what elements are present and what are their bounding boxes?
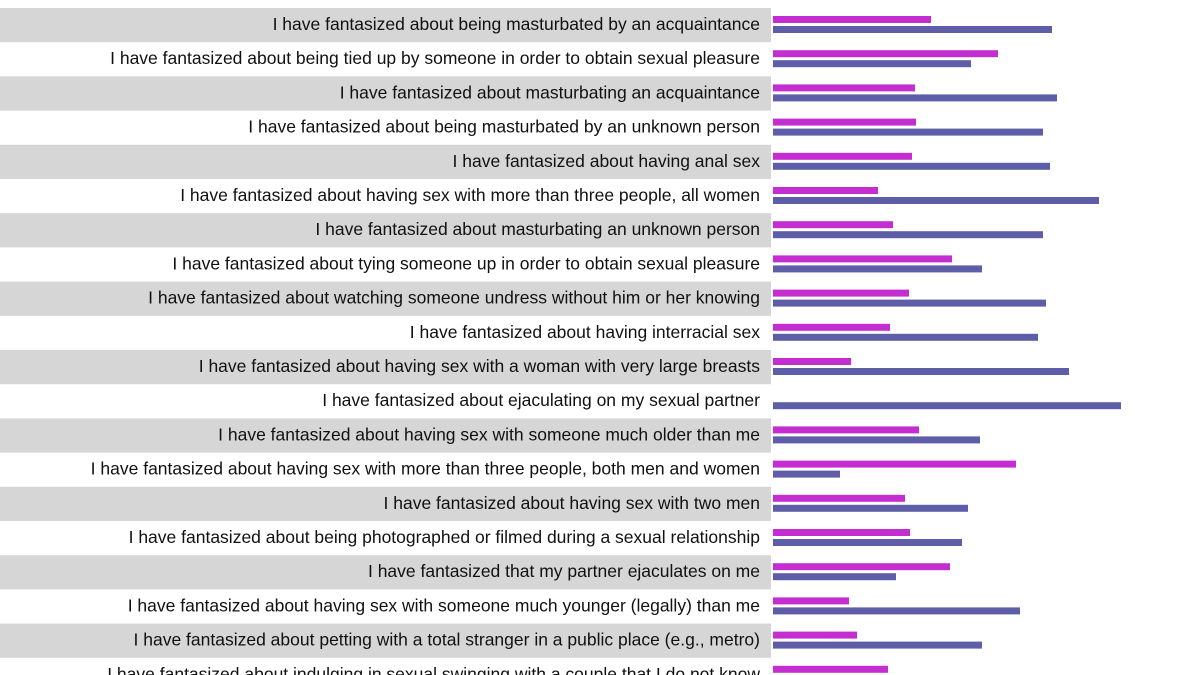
category-label: I have fantasized about having sex with … — [199, 356, 761, 376]
bar-series-a — [773, 460, 1016, 468]
row-band — [0, 213, 771, 248]
bar-series-a — [773, 494, 905, 502]
bar-series-b — [773, 402, 1121, 410]
category-label: I have fantasized about ejaculating on m… — [322, 390, 760, 410]
category-label: I have fantasized about masturbating an … — [315, 219, 760, 239]
bar-series-a — [773, 289, 909, 297]
category-label: I have fantasized about indulging in sex… — [107, 664, 760, 675]
category-label: I have fantasized about having sex with … — [91, 459, 760, 479]
bar-series-b — [773, 162, 1050, 170]
row-band — [0, 144, 771, 179]
row-band — [0, 76, 771, 111]
bar-series-b — [773, 26, 1052, 33]
bar-series-a — [773, 118, 916, 126]
bar-series-a — [773, 358, 851, 365]
category-label: I have fantasized that my partner ejacul… — [368, 561, 760, 581]
row-band — [0, 486, 771, 521]
bar-series-b — [773, 94, 1057, 102]
category-label: I have fantasized about being masturbate… — [248, 117, 760, 137]
category-label: I have fantasized about having sex with … — [384, 493, 760, 513]
bar-series-a — [773, 50, 998, 58]
bar-series-b — [773, 436, 980, 444]
row-band — [0, 350, 771, 385]
category-label: I have fantasized about being tied up by… — [110, 48, 760, 68]
bar-series-a — [773, 563, 950, 571]
category-label: I have fantasized about having sex with … — [180, 185, 760, 205]
bar-series-b — [773, 539, 962, 546]
category-label: I have fantasized about having sex with … — [218, 424, 760, 444]
bar-series-a — [773, 187, 878, 194]
bar-series-b — [773, 641, 982, 649]
category-label: I have fantasized about having sex with … — [128, 595, 760, 615]
category-label: I have fantasized about tying someone up… — [172, 253, 760, 273]
bar-series-b — [773, 607, 1020, 615]
category-label: I have fantasized about having interraci… — [410, 322, 760, 342]
bar-series-b — [773, 197, 1099, 204]
category-label: I have fantasized about being masturbate… — [273, 14, 760, 34]
bar-series-a — [773, 529, 910, 536]
bar-series-a — [773, 221, 893, 229]
bar-series-b — [773, 333, 1038, 341]
bar-series-a — [773, 255, 952, 263]
row-band — [0, 281, 771, 316]
bar-series-a — [773, 323, 890, 331]
bar-series-a — [773, 84, 915, 92]
category-label: I have fantasized about petting with a t… — [134, 630, 760, 650]
bar-series-b — [773, 299, 1046, 307]
row-band — [0, 418, 771, 453]
category-label: I have fantasized about being photograph… — [129, 527, 760, 547]
bar-series-b — [773, 231, 1043, 239]
bar-series-b — [773, 573, 896, 581]
bar-series-a — [773, 426, 919, 434]
category-label: I have fantasized about masturbating an … — [340, 82, 760, 102]
row-band — [0, 8, 771, 43]
category-label: I have fantasized about having anal sex — [453, 151, 761, 171]
bar-series-b — [773, 470, 840, 478]
category-labels: I have fantasized about being masturbate… — [91, 14, 761, 675]
bar-series-b — [773, 128, 1043, 136]
row-band — [0, 555, 771, 590]
category-label: I have fantasized about watching someone… — [148, 288, 760, 308]
bar-series-a — [773, 631, 857, 639]
bar-series-a — [773, 16, 931, 23]
bars — [773, 16, 1121, 673]
bar-series-a — [773, 665, 888, 673]
bar-series-b — [773, 504, 968, 512]
bar-series-a — [773, 597, 849, 605]
row-bands — [0, 8, 771, 658]
bar-series-b — [773, 368, 1069, 375]
bar-series-b — [773, 265, 982, 273]
row-band — [0, 623, 771, 658]
bar-series-b — [773, 60, 971, 68]
bar-series-a — [773, 152, 912, 160]
